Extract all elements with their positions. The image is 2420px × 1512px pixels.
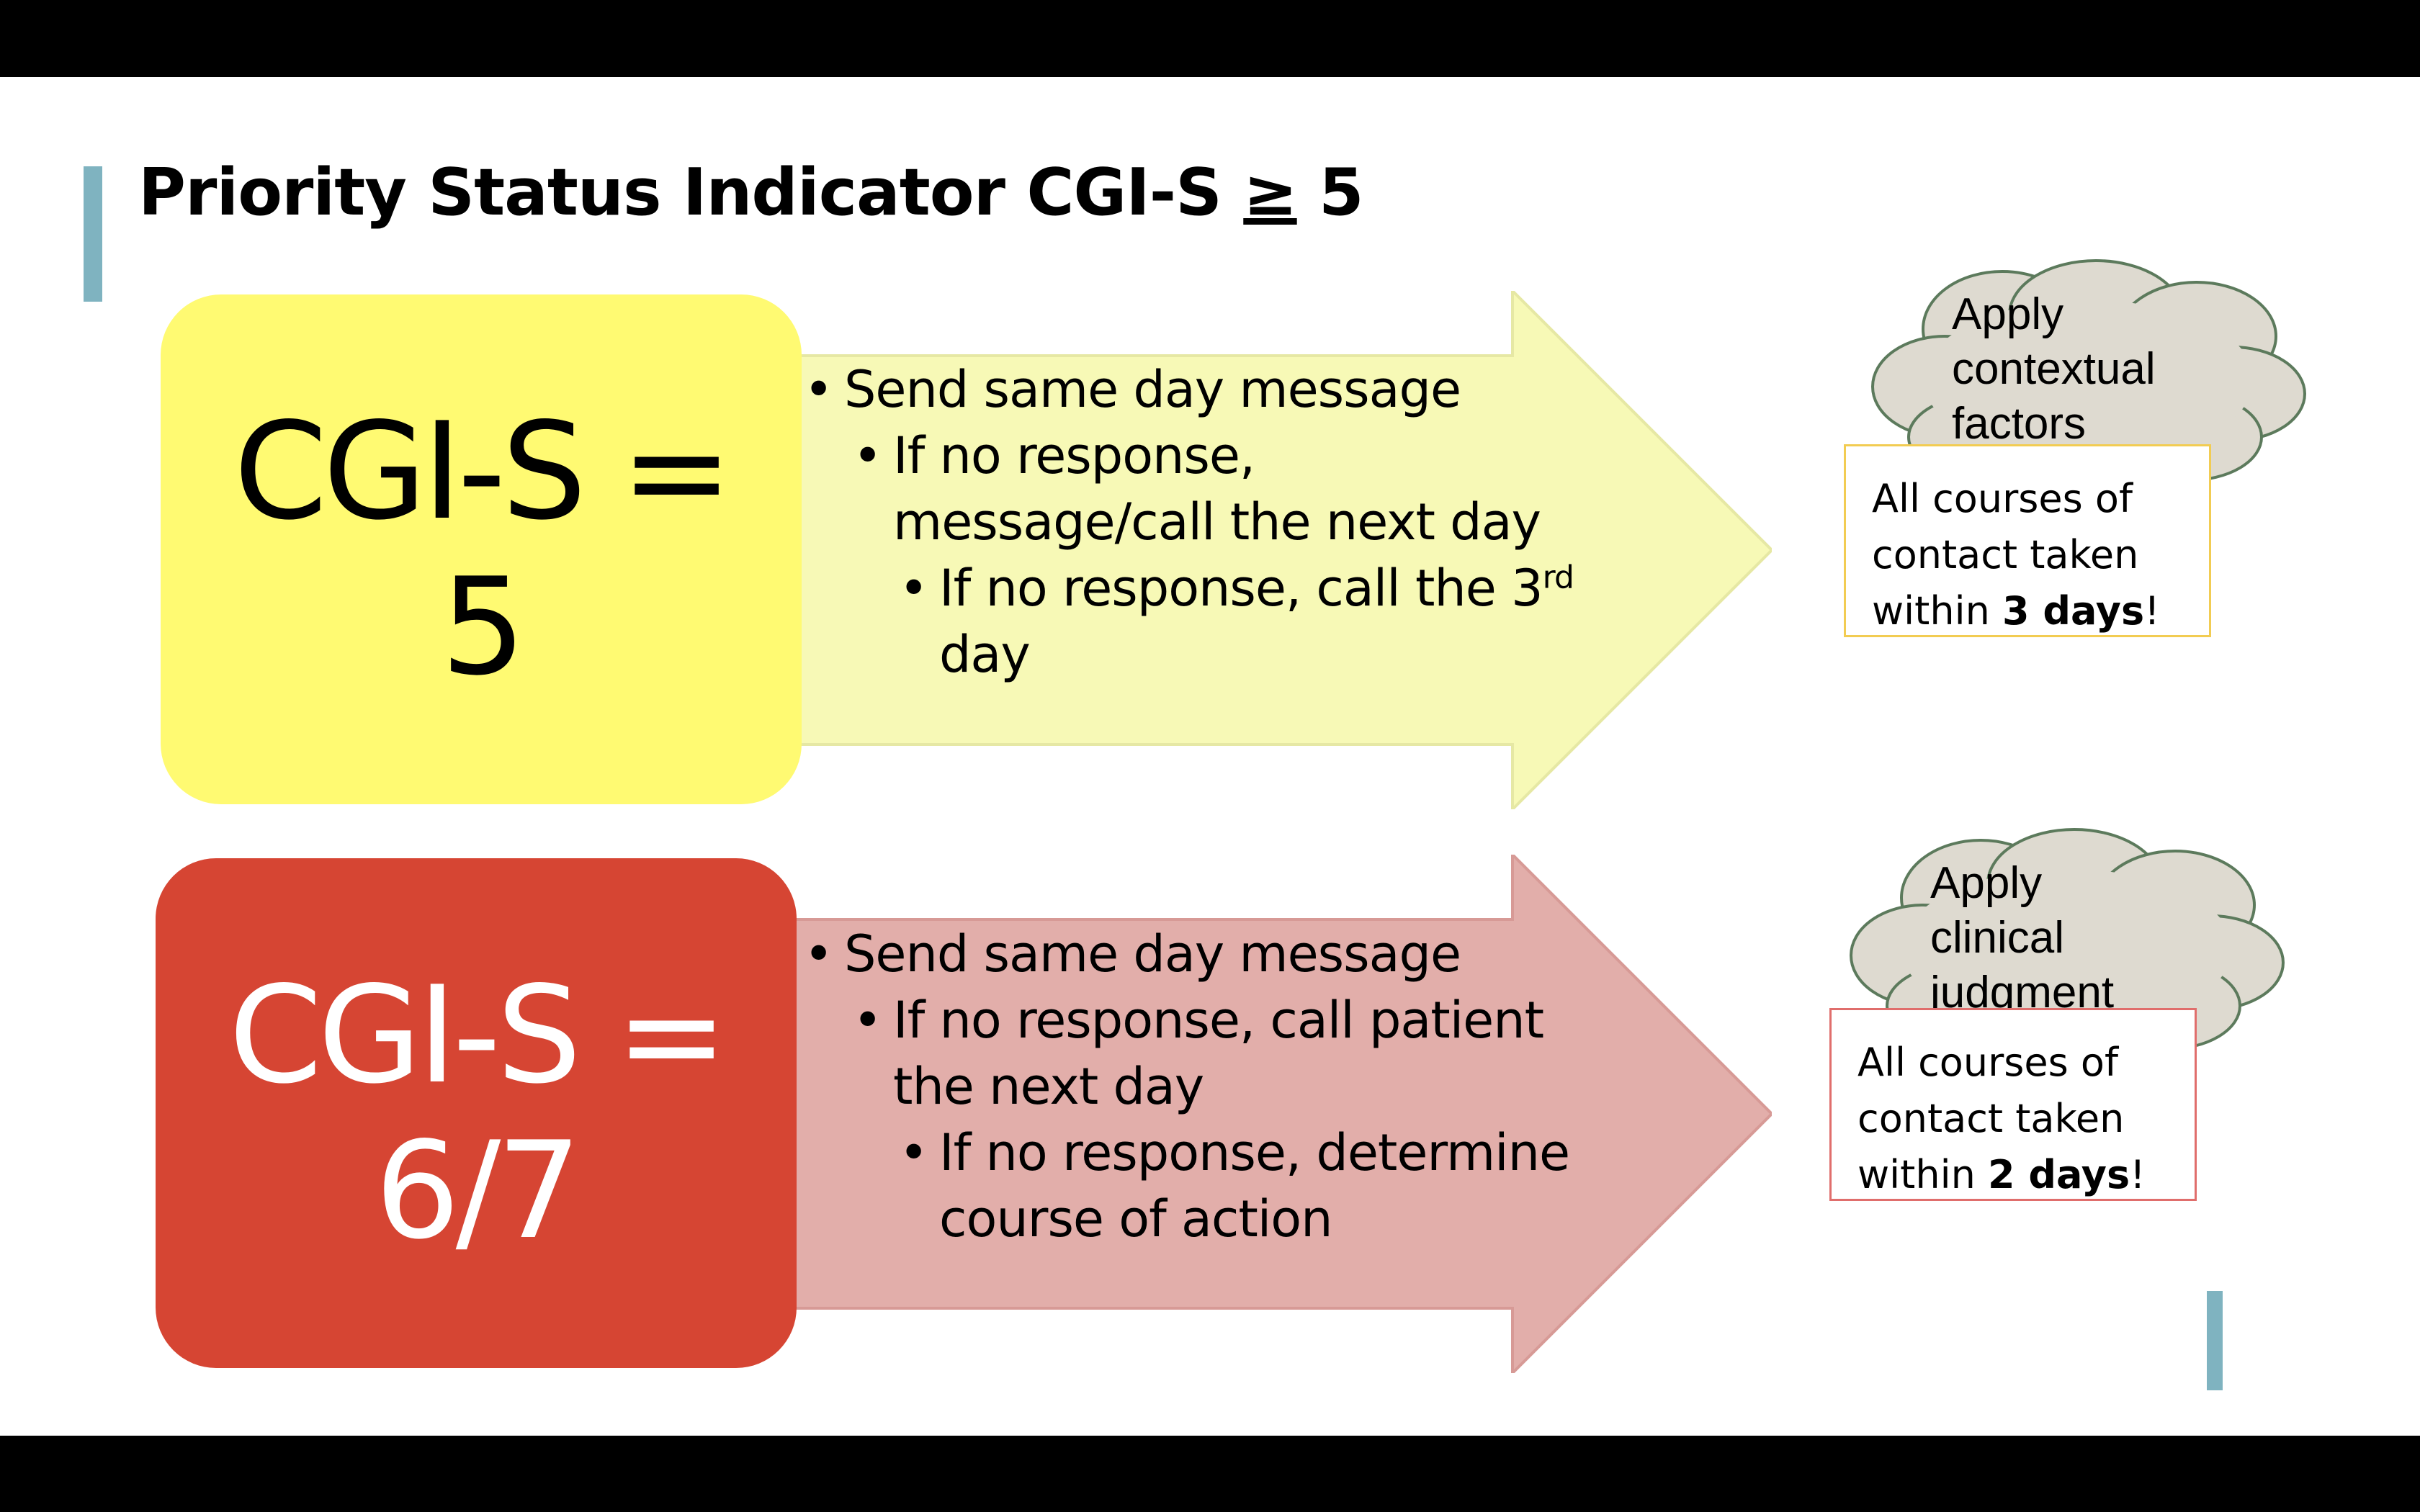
step-level-1: Send same day message <box>799 921 1599 987</box>
cloud-text: Apply clinical judgment <box>1930 856 2233 1020</box>
step-text: If no response, call the 3 <box>939 559 1543 618</box>
cloud-line-2: clinical <box>1930 913 2065 963</box>
step-level-2: If no response, message/call the next day <box>799 423 1599 555</box>
note-line-3-prefix: within <box>1857 1152 1988 1197</box>
note-line-2: contact taken <box>1872 532 2139 577</box>
step-level-3: If no response, call the 3rd day <box>799 555 1599 688</box>
note-line-2: contact taken <box>1857 1096 2125 1141</box>
title-value: 5 <box>1319 155 1364 230</box>
cloud-line-1: Apply <box>1930 858 2043 908</box>
status-box-label: CGI-S = <box>233 393 732 550</box>
step-text: If no response, determine <box>939 1123 1570 1182</box>
step-text-continued: course of action <box>939 1189 1332 1248</box>
corner-accent-bar <box>2207 1291 2223 1390</box>
step-level-3: If no response, determine course of actio… <box>799 1120 1599 1252</box>
note-line-3: within 3 days! <box>1872 583 2209 639</box>
cloud-line-3: factors <box>1952 399 2087 449</box>
timeframe-note-6-7: All courses of contact taken within 2 da… <box>1829 1008 2197 1201</box>
step-text-continued: message/call the next day <box>893 492 1541 552</box>
title-symbol: ≥ <box>1243 155 1297 230</box>
slide-title: Priority Status Indicator CGI-S ≥ 5 <box>138 155 1364 230</box>
step-text-continued: day <box>939 625 1031 684</box>
timeframe-note-5: All courses of contact taken within 3 da… <box>1844 444 2211 637</box>
status-box-cgi-6-7: CGI-S = 6/7 <box>156 858 797 1368</box>
status-box-cgi-5: CGI-S = 5 <box>161 294 802 804</box>
step-text: If no response, <box>893 426 1255 485</box>
ordinal-suffix: rd <box>1542 559 1574 596</box>
status-box-label: CGI-S = <box>228 957 727 1114</box>
step-text-continued: the next day <box>893 1057 1204 1116</box>
slide: Priority Status Indicator CGI-S ≥ 5 CGI-… <box>0 77 2420 1436</box>
status-box-value: 5 <box>440 549 526 705</box>
step-list-cgi-5: Send same day message If no response, mes… <box>799 356 1599 688</box>
status-box-value: 6/7 <box>375 1112 581 1269</box>
title-accent-bar <box>84 166 102 302</box>
thought-cloud-text-5: Apply contextual factors <box>1858 257 2319 531</box>
cloud-line-2: contextual <box>1952 344 2156 394</box>
cloud-text: Apply contextual factors <box>1952 287 2254 451</box>
note-line-3-suffix: ! <box>2130 1152 2146 1197</box>
note-line-1: All courses of <box>1872 476 2133 521</box>
title-text: Priority Status Indicator CGI-S <box>138 155 1222 230</box>
step-level-1: Send same day message <box>799 356 1599 423</box>
step-level-2: If no response, call patient the next day <box>799 987 1599 1120</box>
note-line-1: All courses of <box>1857 1040 2118 1085</box>
note-deadline: 2 days <box>1987 1152 2130 1197</box>
note-deadline: 3 days <box>2002 588 2145 634</box>
cloud-line-1: Apply <box>1952 289 2064 339</box>
note-line-3: within 2 days! <box>1857 1147 2195 1203</box>
step-list-cgi-6-7: Send same day message If no response, ca… <box>799 921 1599 1252</box>
note-line-3-prefix: within <box>1872 588 2002 634</box>
step-text: If no response, call patient <box>893 991 1544 1050</box>
note-line-3-suffix: ! <box>2144 588 2160 634</box>
